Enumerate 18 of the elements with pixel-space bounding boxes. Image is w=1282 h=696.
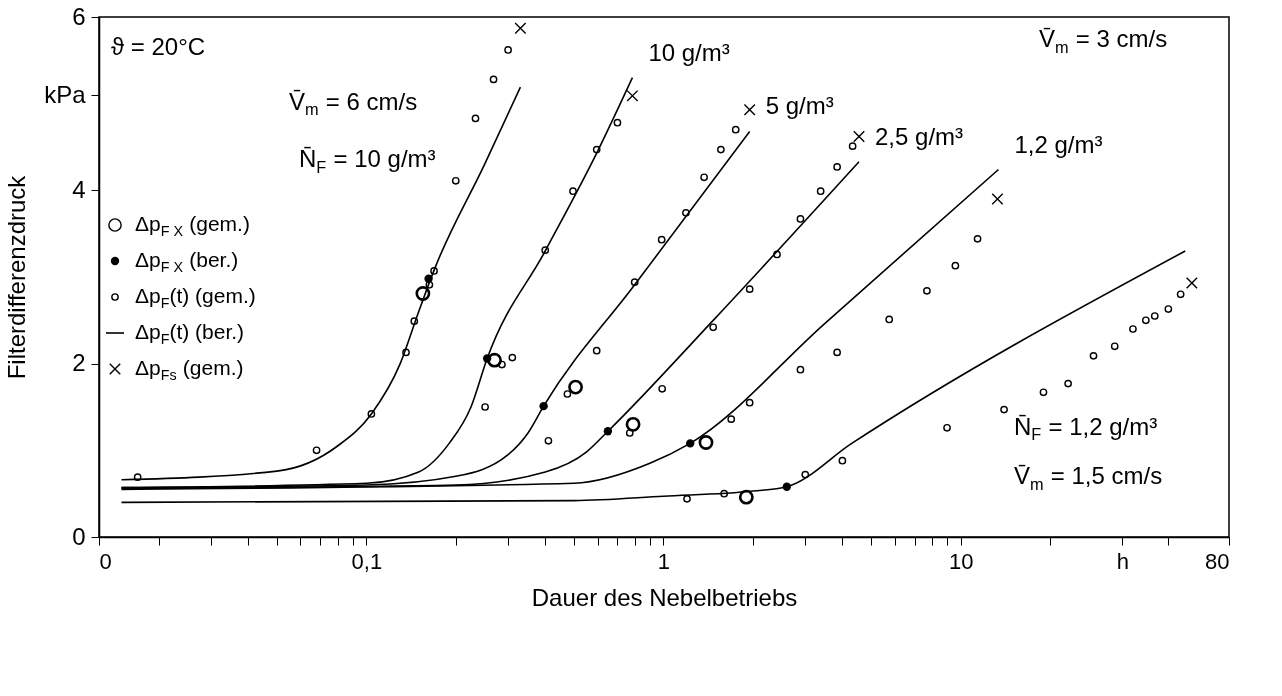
x-tick-label: h — [1116, 548, 1129, 574]
annotation: 5 g/m³ — [765, 92, 834, 120]
y-tick-label: kPa — [44, 80, 87, 108]
annotation: ϑ = 20°C — [111, 33, 206, 61]
annotation: 10 g/m³ — [648, 38, 730, 66]
x-tick-label: 80 — [1205, 548, 1230, 574]
y-tick-label: 4 — [72, 175, 86, 203]
x-tick-label: 0,1 — [351, 548, 383, 574]
x-tick-label: 10 — [948, 548, 974, 574]
x-tick-label: 1 — [657, 548, 671, 574]
y-tick-label: 0 — [72, 522, 86, 550]
y-axis-title: Filterdifferenzdruck — [3, 174, 31, 380]
y-tick-label: 6 — [72, 2, 86, 30]
x-axis-title: Dauer des Nebelbetriebs — [531, 583, 798, 611]
annotation: 1,2 g/m³ — [1014, 130, 1103, 158]
x-tick-label: 0 — [99, 548, 112, 574]
annotation: 2,5 g/m³ — [875, 122, 964, 150]
y-tick-label: 2 — [72, 349, 86, 377]
